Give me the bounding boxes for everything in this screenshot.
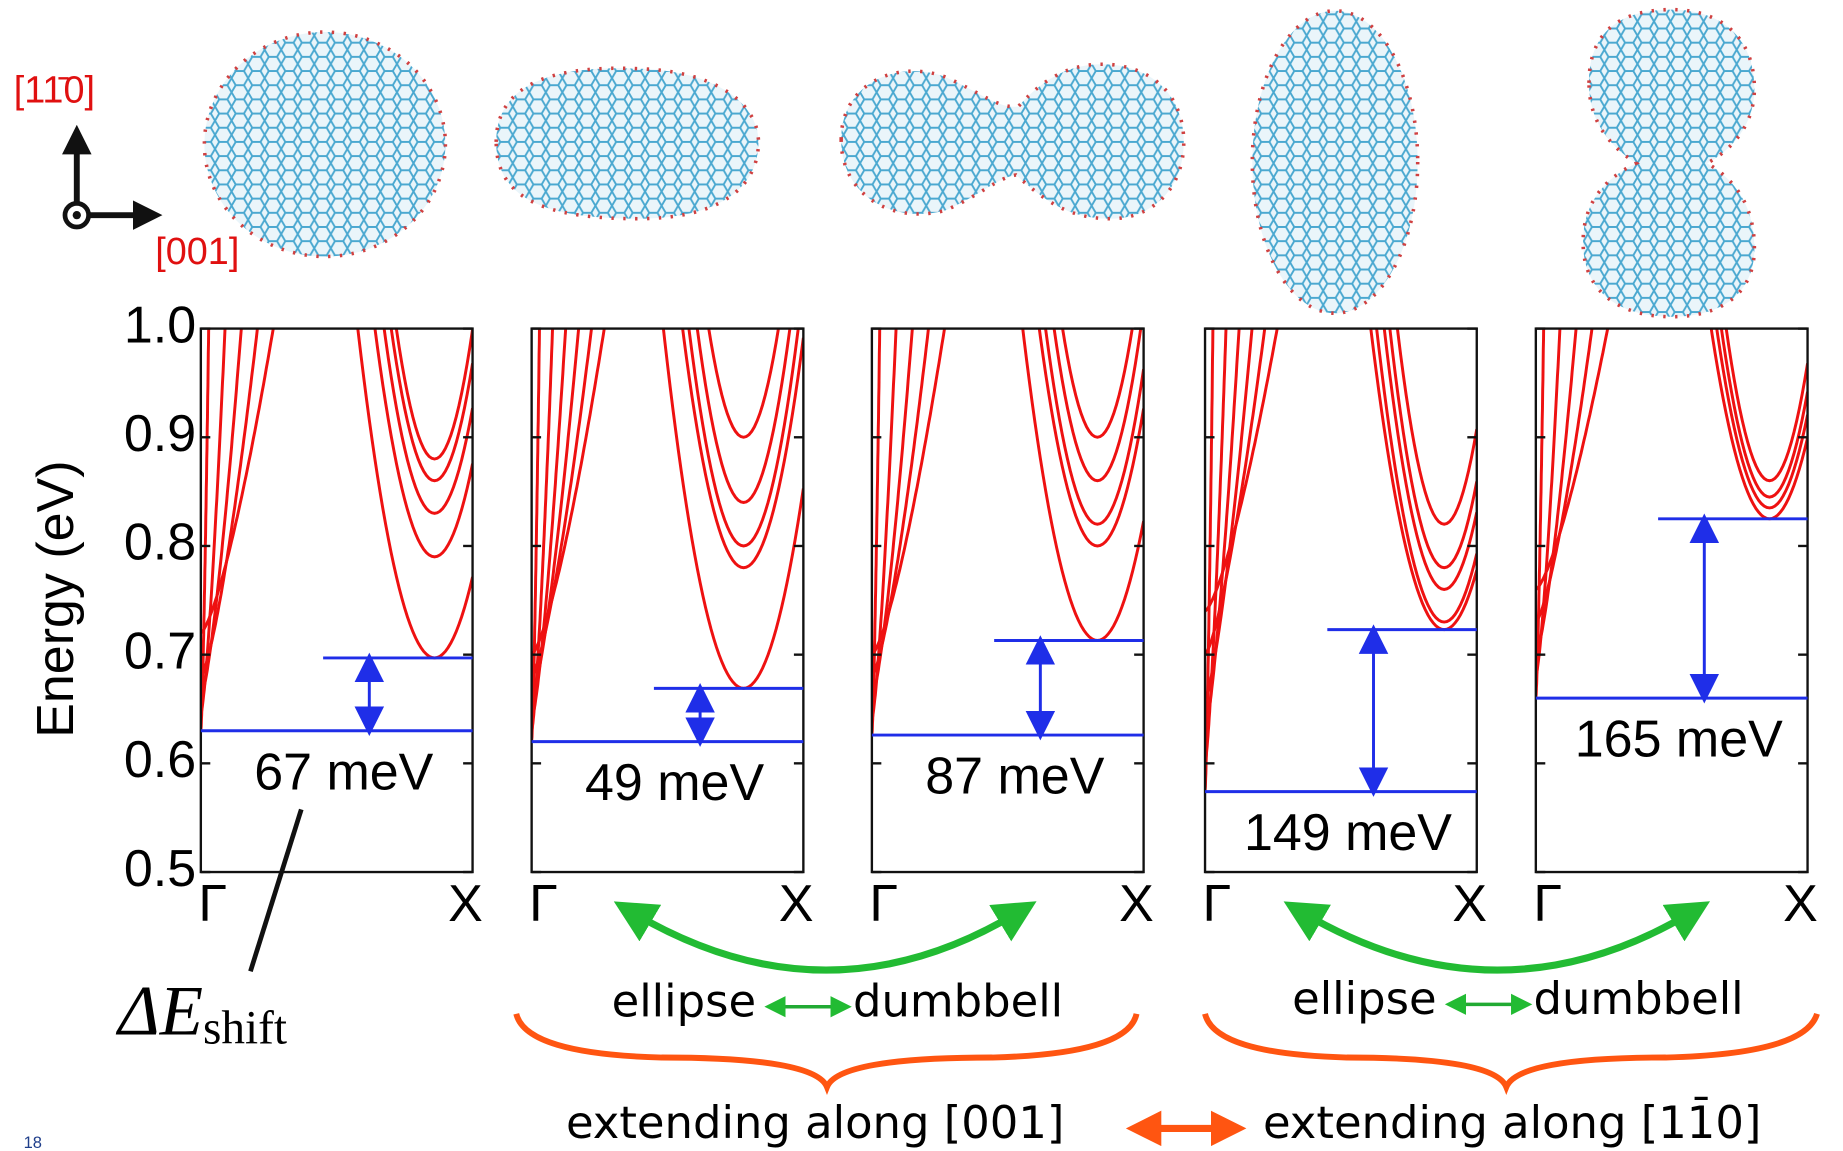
shift-label: 165 meV <box>1575 711 1783 769</box>
x-tick-label: Γ <box>869 875 898 933</box>
extending-label: extending along [11̄0] <box>1263 1096 1761 1149</box>
y-tick-label: 1.0 <box>124 296 196 354</box>
x-tick-label: Γ <box>198 875 227 933</box>
x-tick-label: X <box>1452 875 1487 933</box>
direction-label: [001] <box>155 231 239 273</box>
delta-label: ΔEshift <box>115 973 287 1055</box>
x-tick-label: Γ <box>1533 875 1562 933</box>
x-tick-label: X <box>779 875 814 933</box>
comparison-right: dumbbell <box>853 974 1063 1027</box>
x-tick-label: Γ <box>1203 875 1232 933</box>
comparison-arrow <box>632 912 1018 970</box>
direction-label: [11̄0] <box>14 69 95 111</box>
extending-label: extending along [001] <box>566 1096 1064 1149</box>
pointer-line <box>250 809 301 971</box>
disk-structure <box>204 32 445 256</box>
dumbbell-structure <box>841 64 1184 219</box>
comparison-right: dumbbell <box>1533 972 1743 1025</box>
comparison-left: ellipse <box>612 974 757 1027</box>
comparison-left: ellipse <box>1292 972 1436 1025</box>
panel-frame <box>1536 329 1808 872</box>
y-axis-label: Energy (eV) <box>27 460 85 737</box>
y-tick-label: 0.5 <box>124 840 196 898</box>
shift-label: 49 meV <box>585 754 764 812</box>
y-tick-label: 0.6 <box>124 731 196 789</box>
tall-ellipse-structure <box>1252 11 1417 313</box>
delta-symbol: ΔE <box>115 973 203 1051</box>
y-tick-label: 0.9 <box>124 405 196 463</box>
nanostructures <box>204 10 1754 317</box>
page: [11̄0] [001] Energy (eV) ΔEshift ellipse… <box>0 0 1843 1151</box>
shift-label: 87 meV <box>925 748 1104 806</box>
page-number: 18 <box>24 1133 42 1151</box>
comparison-arrow <box>1302 912 1692 970</box>
figure: [11̄0] [001] Energy (eV) ΔEshift ellipse… <box>0 0 1843 1151</box>
x-tick-label: X <box>1783 875 1818 933</box>
ellipse-structure <box>496 68 758 218</box>
delta-subscript: shift <box>203 1003 287 1055</box>
x-tick-label: Γ <box>529 875 558 933</box>
y-tick-label: 0.7 <box>124 622 196 680</box>
axis-dot <box>73 211 81 219</box>
y-tick-label: 0.8 <box>124 514 196 572</box>
shift-label: 67 meV <box>254 743 433 801</box>
x-tick-label: X <box>1119 875 1154 933</box>
shift-label: 149 meV <box>1244 804 1452 862</box>
x-tick-label: X <box>448 875 483 933</box>
vertical-dumbbell-structure <box>1583 10 1754 317</box>
band <box>1536 227 1565 676</box>
axes-indicator <box>65 140 148 227</box>
